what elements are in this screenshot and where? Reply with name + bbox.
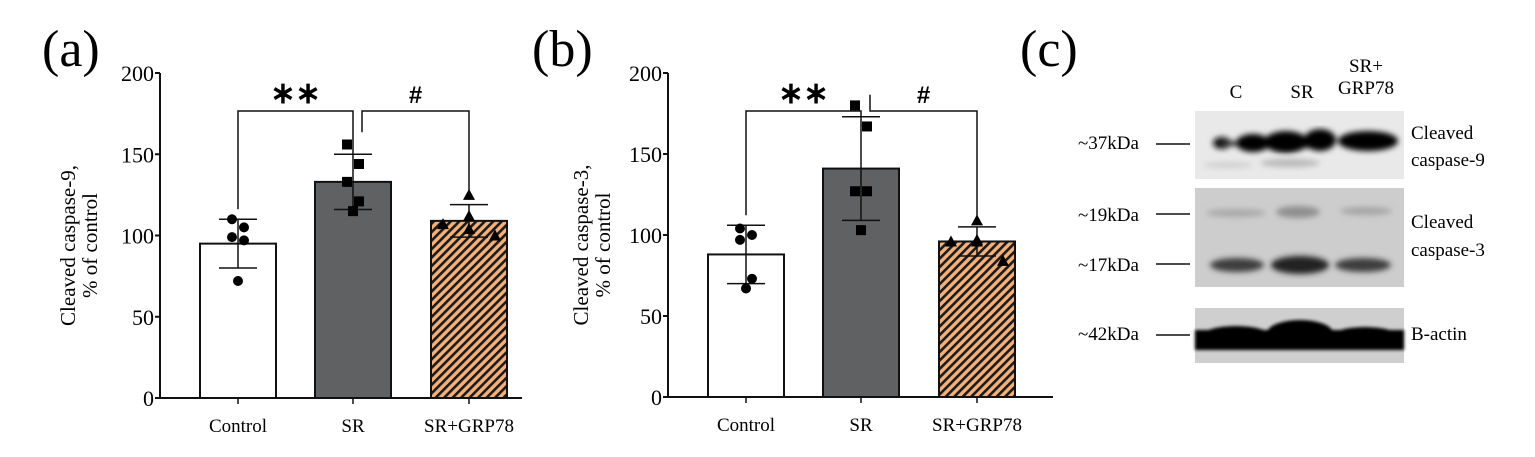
data-point-circle [741, 283, 751, 294]
data-point-circle [735, 223, 745, 234]
data-point-triangle [971, 214, 983, 226]
band-label-caspase-9-line2: caspase-9 [1411, 150, 1485, 171]
significance-bracket [361, 110, 470, 195]
significance-bracket [237, 110, 354, 210]
data-point-circle [239, 222, 249, 233]
data-point-square [342, 139, 352, 150]
blot-caspase-3 [1195, 188, 1404, 287]
x-tick-label: SR [849, 415, 873, 436]
lane-label-sr: SR [1290, 82, 1314, 103]
lane-label-c: C [1230, 82, 1243, 103]
panel-letter-c: (c) [1020, 21, 1078, 78]
data-point-circle [747, 273, 757, 284]
panel-a: (a) 0 50 100 150 200 Cleaved caspase-9,% of c… [42, 21, 522, 437]
data-point-triangle [463, 210, 475, 221]
x-tick-label: Control [717, 415, 775, 436]
data-point-square [850, 186, 860, 197]
y-tick-label: 100 [121, 224, 154, 249]
y-axis-label-line1: Cleaved caspase-3, [569, 165, 593, 326]
data-point-square [862, 186, 872, 197]
data-point-triangle [945, 235, 957, 247]
data-point-circle [747, 230, 757, 240]
data-point-triangle [463, 223, 475, 234]
blot-b-actin [1195, 308, 1404, 363]
y-axis-label-line2: % of control [591, 192, 615, 297]
data-point-circle [227, 214, 237, 225]
data-point-triangle [971, 235, 983, 247]
band-label-b-actin: B-actin [1411, 324, 1467, 345]
data-point-square [354, 159, 364, 169]
data-point-square [862, 121, 872, 132]
panel-letter-b: (b) [532, 21, 593, 78]
marker-19kda: ~19kDa [1078, 205, 1140, 226]
y-axis-label-line1: Cleaved caspase-9, [56, 165, 80, 326]
data-point-triangle [489, 229, 501, 241]
significance-label: ∗∗ [778, 77, 828, 110]
x-tick-label: SR+GRP78 [424, 416, 514, 437]
data-point-square [850, 100, 860, 111]
data-point-square [342, 176, 352, 187]
panel-b: (b) 0 50 100 150 200 Cleaved caspase-3,% of c… [532, 21, 1053, 436]
y-tick-label: 150 [121, 142, 154, 167]
data-point-square [856, 225, 866, 236]
band-label-caspase-9-line1: Cleaved [1411, 123, 1474, 144]
data-point-circle [735, 234, 745, 245]
bar-sr-grp78 [938, 240, 1016, 398]
data-point-square [354, 196, 364, 207]
bar-sr-grp78 [430, 219, 508, 399]
lane-label-sr-grp78-line2: GRP78 [1338, 78, 1394, 99]
y-tick-label: 50 [132, 305, 154, 330]
y-tick-label: 0 [651, 385, 662, 410]
y-tick-label: 50 [640, 304, 662, 329]
data-point-square [348, 206, 358, 217]
significance-bracket [745, 110, 862, 216]
data-point-circle [239, 235, 249, 246]
significance-label: # [917, 82, 930, 109]
significance-bracket [869, 94, 978, 217]
y-tick-label: 0 [143, 386, 154, 411]
y-tick-label: 150 [629, 142, 662, 167]
significance-label: ∗∗ [270, 77, 320, 110]
marker-37kda: ~37kDa [1078, 133, 1140, 154]
x-tick-label: Control [209, 416, 267, 437]
data-point-circle [227, 232, 237, 243]
significance-label: # [409, 82, 422, 109]
y-tick-label: 100 [629, 223, 662, 248]
y-axis-label-line2: % of control [78, 193, 102, 298]
data-point-triangle [437, 218, 449, 230]
marker-42kda: ~42kDa [1078, 324, 1140, 345]
band-label-caspase-3-line2: caspase-3 [1411, 240, 1485, 261]
marker-17kda: ~17kDa [1078, 255, 1140, 276]
y-tick-label: 200 [121, 61, 154, 86]
data-point-circle [233, 276, 243, 286]
x-tick-label: SR [341, 416, 365, 437]
x-tick-label: SR+GRP78 [932, 415, 1022, 436]
lane-label-sr-grp78-line1: SR+ [1349, 56, 1383, 77]
panel-letter-a: (a) [42, 21, 100, 78]
panel-c-western-blot: (c) C SR SR+ GRP78 [1020, 21, 1485, 363]
blot-caspase-9 [1195, 111, 1404, 179]
y-tick-label: 200 [629, 61, 662, 86]
band-label-caspase-3-line1: Cleaved [1411, 212, 1474, 233]
data-point-triangle [997, 254, 1009, 266]
